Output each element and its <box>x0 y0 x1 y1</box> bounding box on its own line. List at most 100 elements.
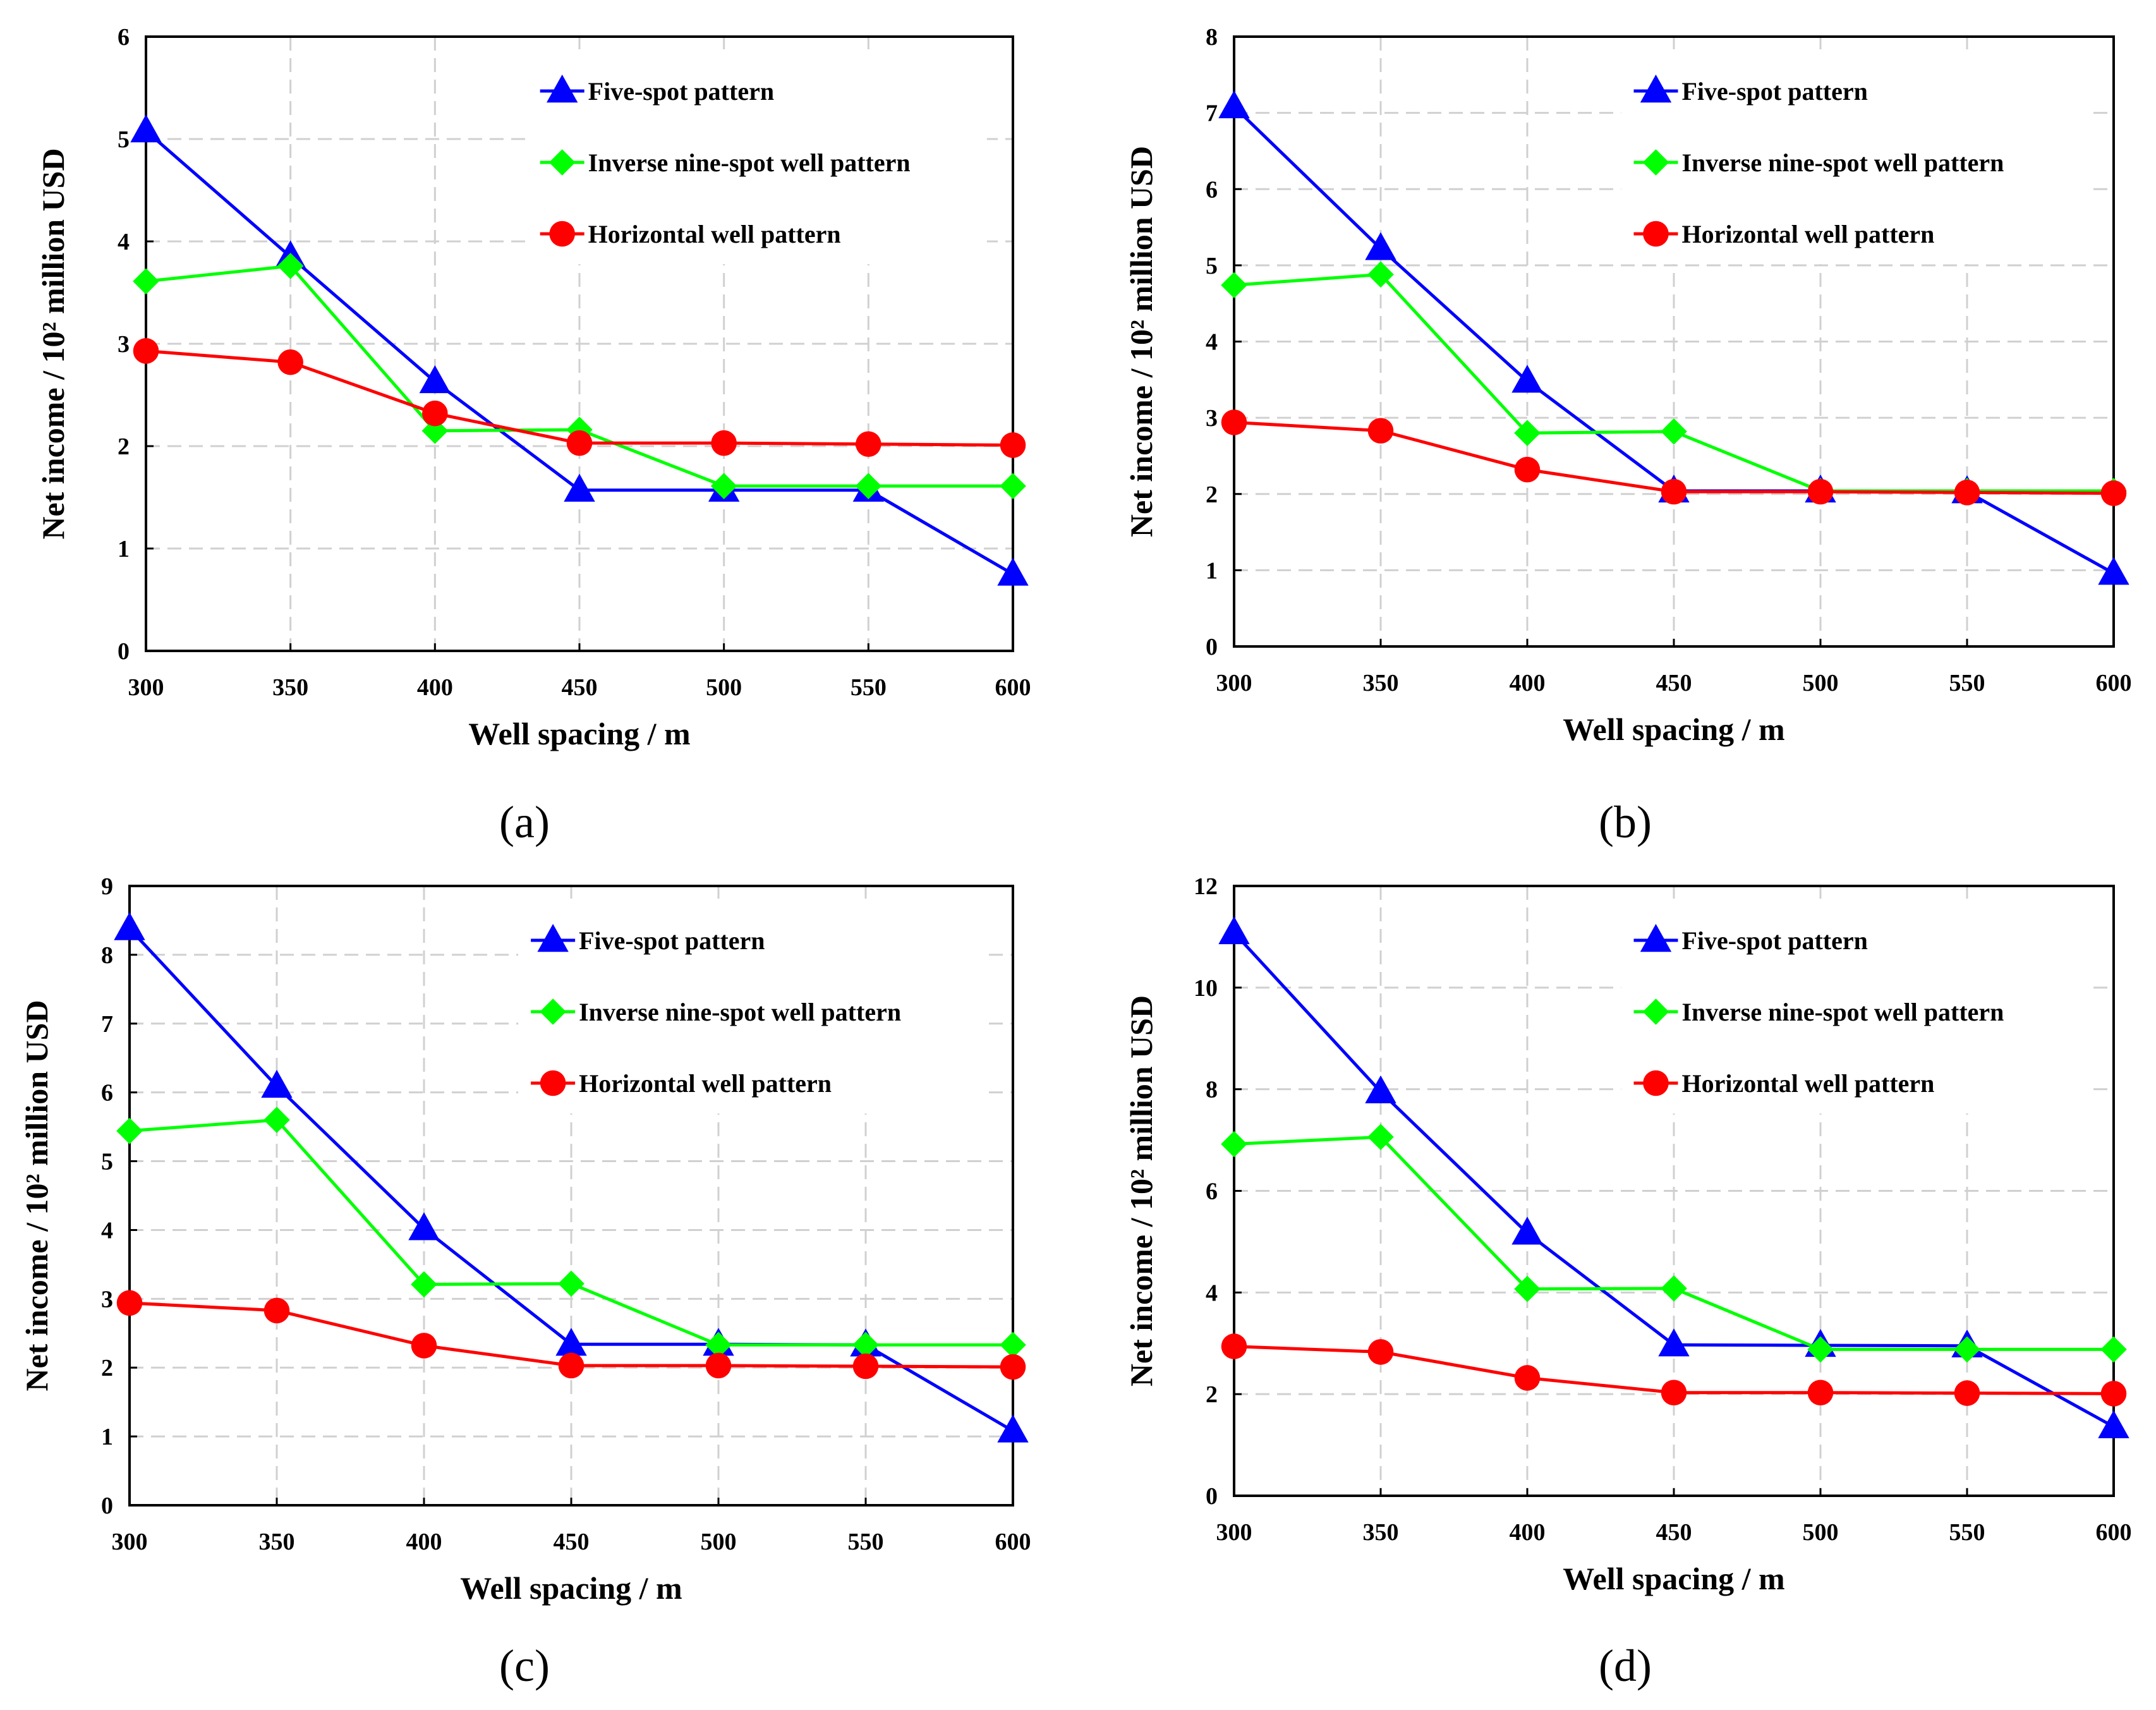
data-point <box>1365 232 1396 260</box>
x-tick-label: 500 <box>1803 1519 1839 1546</box>
y-tick-label: 4 <box>101 1217 113 1244</box>
legend-box <box>1621 899 2088 1113</box>
y-tick-label: 5 <box>101 1149 113 1175</box>
y-tick-label: 9 <box>101 873 113 900</box>
legend-marker <box>1640 924 1672 952</box>
chart-panel-2: 300 350 400 450 500 550 600 0 1 2 3 4 5 6 7 8 Well spaci… <box>1123 24 2132 847</box>
y-tick-label: 2 <box>101 1355 113 1381</box>
data-point <box>852 1353 879 1380</box>
x-tick-label: 550 <box>848 1529 884 1555</box>
data-point <box>1365 1075 1396 1103</box>
series-3 <box>133 338 1026 458</box>
y-tick-label: 1 <box>101 1424 113 1450</box>
data-point <box>710 473 737 499</box>
data-point <box>1954 1336 1980 1363</box>
y-tick-label: 6 <box>1206 1179 1218 1205</box>
y-axis-title: Net income / 10² million USD <box>1123 995 1159 1386</box>
data-point <box>1000 432 1026 458</box>
x-tick-label: 350 <box>1363 1519 1399 1546</box>
legend-box <box>527 49 987 264</box>
y-tick-label: 5 <box>118 126 130 153</box>
y-tick-label: 0 <box>118 638 130 665</box>
y-tick-label: 8 <box>101 942 113 969</box>
x-tick-label: 500 <box>701 1529 737 1555</box>
data-point <box>1514 420 1541 447</box>
legend-marker <box>537 924 569 952</box>
legend-entry-3: Horizontal well pattern <box>531 1069 832 1098</box>
data-point <box>1221 409 1247 435</box>
x-axis-title: Well spacing / m <box>468 716 690 751</box>
chart-panel-4: 300 350 400 450 500 550 600 0 2 4 6 8 10 12 Well spaci… <box>1123 873 2132 1691</box>
x-tick-label: 600 <box>2096 1519 2132 1546</box>
x-tick-label: 350 <box>272 674 308 701</box>
legend-entry-2: Inverse nine-spot well pattern <box>531 998 901 1026</box>
y-tick-label: 6 <box>1206 176 1218 203</box>
y-tick-label: 1 <box>1206 557 1218 584</box>
data-point <box>711 430 737 456</box>
data-point <box>133 338 159 364</box>
legend-entry-2: Inverse nine-spot well pattern <box>540 149 911 177</box>
panel-caption: (b) <box>1599 797 1652 847</box>
data-point <box>1221 272 1247 299</box>
y-axis-title: Net income / 10² million USD <box>35 148 71 539</box>
legend-entry-1: Five-spot pattern <box>1633 924 1868 955</box>
data-point <box>261 1069 293 1098</box>
x-tick-label: 550 <box>1949 1519 1985 1546</box>
y-tick-label: 0 <box>101 1493 113 1519</box>
legend-marker <box>548 149 576 176</box>
data-point <box>566 430 593 456</box>
legend-label: Inverse nine-spot well pattern <box>1681 149 2004 177</box>
legend-entry-3: Horizontal well pattern <box>1633 220 1934 248</box>
data-point <box>116 1117 143 1144</box>
series-3 <box>1221 1333 2127 1407</box>
legend-entry-1: Five-spot pattern <box>540 75 774 106</box>
y-tick-label: 3 <box>1206 405 1218 432</box>
data-point <box>558 1270 584 1297</box>
data-point <box>2100 1381 2127 1407</box>
legend-entry-2: Inverse nine-spot well pattern <box>1633 149 2004 177</box>
legend-label: Inverse nine-spot well pattern <box>1681 998 2004 1026</box>
legend-marker <box>1643 221 1669 247</box>
data-point <box>2100 480 2127 506</box>
y-tick-label: 6 <box>101 1080 113 1107</box>
legend-marker <box>540 998 566 1025</box>
legend-label: Five-spot pattern <box>1681 77 1867 106</box>
legend-label: Horizontal well pattern <box>588 220 841 248</box>
y-tick-label: 5 <box>1206 253 1218 279</box>
data-point <box>1807 1336 1834 1363</box>
data-point <box>277 253 304 279</box>
data-point <box>277 349 303 375</box>
data-point <box>263 1297 290 1324</box>
data-point <box>419 365 451 394</box>
legend-label: Horizontal well pattern <box>1681 220 1934 248</box>
data-point <box>1367 1339 1394 1365</box>
legend-label: Horizontal well pattern <box>1681 1069 1934 1098</box>
x-tick-label: 550 <box>1949 670 1985 696</box>
data-point <box>1954 480 1980 506</box>
y-axis-title: Net income / 10² million USD <box>19 1000 54 1391</box>
y-tick-label: 0 <box>1206 1483 1218 1510</box>
y-tick-label: 6 <box>118 24 130 51</box>
legend-marker <box>1642 998 1669 1025</box>
data-point <box>997 1414 1029 1443</box>
data-point <box>558 1352 584 1379</box>
legend-label: Five-spot pattern <box>588 77 774 106</box>
data-point <box>1511 365 1543 393</box>
data-point <box>1511 1216 1543 1245</box>
y-tick-label: 1 <box>118 536 130 562</box>
panel-caption: (d) <box>1599 1640 1652 1691</box>
data-point <box>1367 418 1394 444</box>
data-point <box>2098 1410 2129 1438</box>
data-point <box>1954 1380 1980 1406</box>
data-point <box>555 1328 587 1356</box>
chart-panel-3: 300 350 400 450 500 550 600 0 1 2 3 4 5 6 7 8 9 Well spac… <box>19 873 1031 1691</box>
legend-entry-2: Inverse nine-spot well pattern <box>1633 998 2004 1026</box>
y-tick-label: 3 <box>118 331 130 358</box>
x-tick-label: 450 <box>562 674 598 701</box>
data-point <box>856 431 881 458</box>
data-point <box>1367 1124 1394 1151</box>
legend-label: Inverse nine-spot well pattern <box>588 149 911 177</box>
data-point <box>1514 1365 1541 1391</box>
data-point <box>1218 916 1250 945</box>
